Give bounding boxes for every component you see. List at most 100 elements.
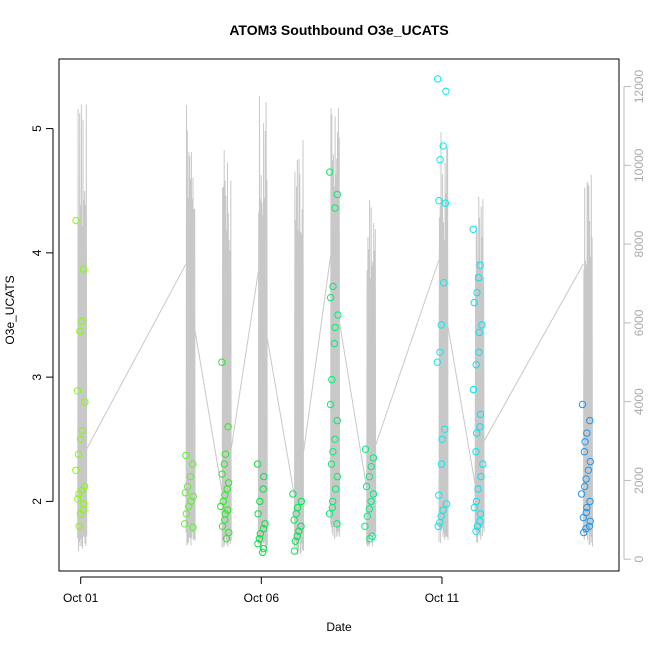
data-point xyxy=(182,510,191,518)
data-point xyxy=(441,199,450,207)
data-point xyxy=(329,448,337,456)
data-point xyxy=(79,265,88,273)
data-point xyxy=(75,490,83,498)
data-point xyxy=(581,482,589,491)
data-point xyxy=(469,385,478,394)
data-point xyxy=(189,460,197,468)
data-point xyxy=(181,489,190,497)
chart-title: ATOM3 Southbound O3e_UCATS xyxy=(229,22,448,38)
points-layer xyxy=(72,75,594,557)
data-point xyxy=(476,410,485,419)
data-point xyxy=(361,522,369,530)
data-point xyxy=(586,416,594,425)
data-point xyxy=(256,530,264,538)
y2-tick-label: 4000 xyxy=(632,388,646,415)
data-point xyxy=(225,528,233,537)
data-point xyxy=(578,400,587,409)
data-point xyxy=(74,495,82,503)
y2-tick-label: 12000 xyxy=(632,70,646,104)
data-point xyxy=(218,470,226,478)
y-tick-label: 4 xyxy=(30,249,44,256)
y-tick-label: 5 xyxy=(30,125,44,132)
altitude-profile xyxy=(583,174,593,547)
data-point xyxy=(474,485,482,493)
y-tick-label: 2 xyxy=(30,498,44,505)
data-point xyxy=(328,375,336,384)
data-point xyxy=(584,466,593,474)
data-point xyxy=(582,525,590,533)
data-point xyxy=(435,197,443,205)
data-point xyxy=(470,503,478,512)
data-point xyxy=(334,311,342,319)
data-point xyxy=(72,466,80,474)
data-point xyxy=(441,425,449,433)
data-point xyxy=(325,510,334,518)
data-point xyxy=(293,532,301,540)
data-point xyxy=(434,75,442,83)
altitude-transit-line xyxy=(483,263,584,442)
data-point xyxy=(222,535,231,543)
data-point xyxy=(254,540,262,548)
data-point xyxy=(475,348,483,356)
data-point xyxy=(185,502,193,511)
data-point xyxy=(436,518,444,527)
data-point xyxy=(181,520,189,528)
y2-tick-label: 2000 xyxy=(632,467,646,494)
data-point xyxy=(583,503,591,512)
altitude-profile xyxy=(185,105,196,546)
data-point xyxy=(330,339,339,348)
data-point xyxy=(75,522,83,530)
data-point xyxy=(367,497,375,506)
y2-tick-label: 6000 xyxy=(632,309,646,336)
x-tick-label: Oct 11 xyxy=(425,591,460,605)
data-point xyxy=(256,497,264,506)
data-point xyxy=(476,510,485,518)
data-point xyxy=(435,491,443,499)
data-point xyxy=(290,547,299,555)
altitude-profile xyxy=(438,131,449,543)
data-point xyxy=(366,535,374,543)
data-point xyxy=(478,321,486,329)
data-point xyxy=(473,522,482,530)
altitude-transit-line xyxy=(447,326,476,485)
data-point xyxy=(290,516,298,524)
axes-layer: Oct 01 Oct 06 Oct 11 2 3 4 5 0 2000 4000 6000 8000 1… xyxy=(30,70,646,605)
data-point xyxy=(297,522,305,530)
data-point xyxy=(220,460,229,468)
data-point xyxy=(437,460,446,468)
data-point xyxy=(438,435,446,443)
data-point xyxy=(440,279,448,287)
data-point xyxy=(182,451,190,460)
data-point xyxy=(369,454,378,462)
data-point xyxy=(224,506,232,514)
data-point xyxy=(577,490,586,498)
data-point xyxy=(259,548,267,557)
data-point xyxy=(433,358,441,366)
data-point xyxy=(331,323,339,332)
altitude-transit-line xyxy=(194,330,223,493)
data-point xyxy=(331,435,339,443)
data-point xyxy=(367,462,375,471)
data-point xyxy=(473,288,481,297)
data-point xyxy=(586,517,594,525)
data-point xyxy=(183,482,192,491)
altitude-profile xyxy=(221,150,232,548)
altitude-profile xyxy=(474,196,485,543)
data-point xyxy=(224,423,232,431)
data-point xyxy=(297,497,305,506)
data-point xyxy=(186,472,195,481)
data-point xyxy=(259,485,267,493)
data-point xyxy=(434,522,442,530)
data-point xyxy=(326,168,334,176)
data-point xyxy=(255,535,264,543)
data-point xyxy=(363,512,372,520)
data-point xyxy=(365,505,374,513)
data-point xyxy=(472,361,480,369)
data-point xyxy=(365,472,374,481)
data-point xyxy=(582,475,590,483)
altitude-layer xyxy=(77,95,593,556)
data-point xyxy=(368,532,376,540)
y2-tick-label: 0 xyxy=(632,556,646,563)
